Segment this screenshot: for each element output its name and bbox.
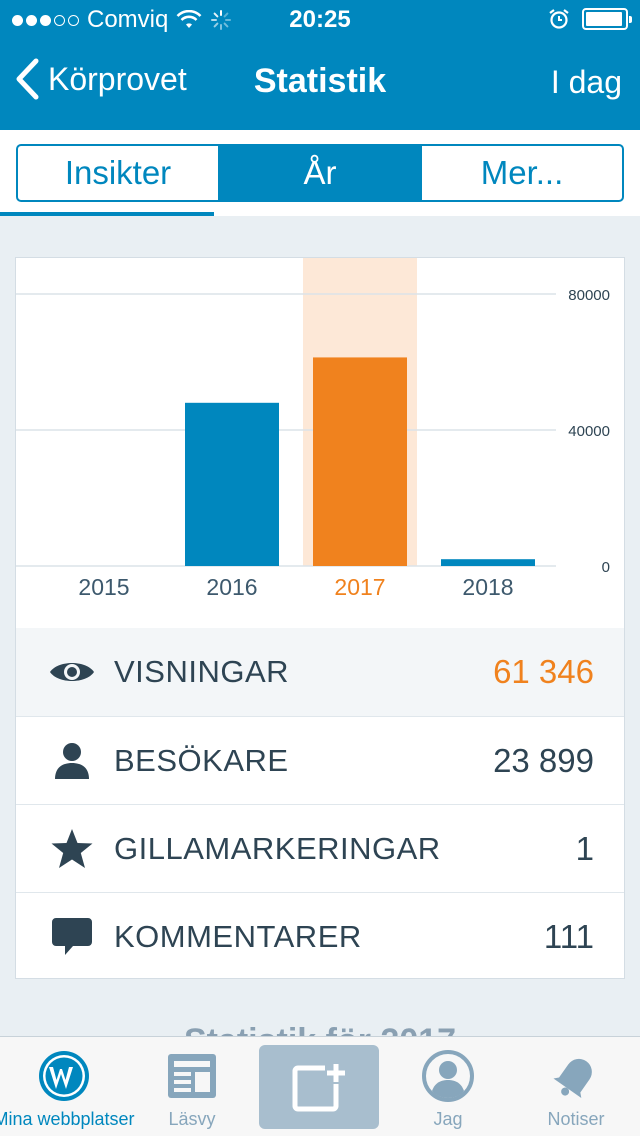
battery-icon (582, 8, 632, 30)
back-button[interactable]: Körprovet (14, 58, 187, 100)
stats-card: 0 40000 80000 2015 2016 2017 2018 VISNINGAR 61… (15, 257, 625, 979)
y-tick-label: 0 (602, 559, 610, 576)
bell-icon (549, 1049, 603, 1103)
period-segmented-control: Insikter År Mer... (16, 144, 624, 202)
segment-years[interactable]: År (220, 146, 422, 200)
x-tick-label: 2016 (206, 574, 257, 600)
alarm-icon (549, 9, 569, 29)
wifi-icon (176, 10, 202, 28)
reader-icon (167, 1049, 217, 1103)
chevron-left-icon (16, 58, 39, 100)
stat-value: 111 (543, 918, 594, 955)
new-post-icon (292, 1064, 345, 1112)
signal-strength-icon (12, 14, 79, 26)
clock-time: 20:25 (289, 6, 351, 33)
navigation-bar: Körprovet Statistik I dag (0, 40, 640, 130)
tab-reader[interactable]: Läsvy (128, 1037, 256, 1136)
page-title: Statistik (253, 62, 387, 100)
tab-bar: Mina webbplatser Läsvy (0, 1036, 640, 1136)
period-selector-bar: Insikter År Mer... (0, 130, 640, 216)
tab-label: Jag (433, 1109, 463, 1129)
x-tick-label: 2018 (462, 574, 513, 600)
y-tick-label: 80000 (568, 287, 610, 304)
tab-label: Mina webbplatser (0, 1109, 135, 1129)
tab-my-sites[interactable]: Mina webbplatser (0, 1037, 135, 1136)
profile-icon (421, 1049, 475, 1103)
stat-row-visitors[interactable]: BESÖKARE 23 899 (16, 716, 624, 804)
stats-list: VISNINGAR 61 346 BESÖKARE 23 899 GILLAMA… (16, 628, 624, 980)
bar-2018 (441, 559, 535, 566)
tab-indicator (0, 212, 214, 216)
y-tick-label: 40000 (568, 423, 610, 440)
stat-label: KOMMENTARER (114, 919, 362, 954)
stat-label: GILLAMARKERINGAR (114, 831, 441, 866)
tab-notifications[interactable]: Notiser (512, 1037, 640, 1136)
x-tick-label: 2017 (334, 574, 385, 600)
comment-icon (48, 915, 96, 959)
stat-label: BESÖKARE (114, 743, 289, 778)
segment-insights[interactable]: Insikter (18, 146, 220, 200)
yearly-views-chart: 0 40000 80000 2015 2016 2017 2018 (16, 258, 610, 600)
tab-me[interactable]: Jag (384, 1037, 512, 1136)
bar-2016 (185, 402, 279, 566)
stat-value: 23 899 (493, 742, 594, 779)
stat-label: VISNINGAR (114, 654, 290, 689)
stat-value: 61 346 (493, 653, 594, 690)
x-tick-label: 2015 (78, 574, 129, 600)
today-button[interactable]: I dag (550, 64, 622, 100)
carrier-name: Comviq (87, 6, 169, 33)
tab-label: Läsvy (168, 1109, 216, 1129)
person-icon (48, 739, 96, 783)
wordpress-logo-icon (37, 1049, 91, 1103)
eye-icon (48, 650, 96, 694)
star-icon (48, 827, 96, 871)
activity-spinner-icon (211, 10, 232, 30)
segment-more[interactable]: Mer... (480, 154, 564, 191)
status-bar: Comviq 20:25 (0, 0, 640, 40)
stat-row-comments[interactable]: KOMMENTARER 111 (16, 892, 624, 980)
stat-row-views[interactable]: VISNINGAR 61 346 (16, 628, 624, 716)
bar-2017 (313, 357, 407, 566)
new-post-button[interactable] (259, 1045, 379, 1129)
stat-row-likes[interactable]: GILLAMARKERINGAR 1 (16, 804, 624, 892)
back-label: Körprovet (48, 60, 187, 97)
tab-label: Notiser (547, 1109, 605, 1129)
stat-value: 1 (575, 830, 594, 867)
